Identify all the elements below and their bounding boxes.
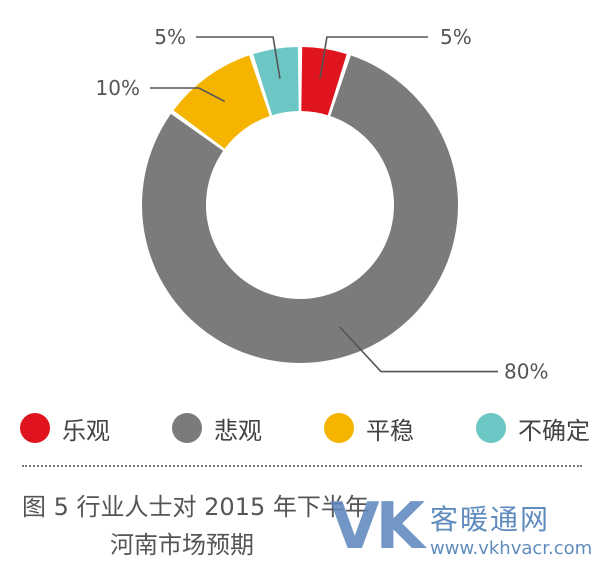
legend-item-optimistic: 乐观 (20, 411, 110, 446)
legend-label-optimistic: 乐观 (62, 416, 110, 445)
data-label-uncertain: 5% (154, 25, 186, 49)
leader-line-stable (150, 87, 226, 103)
slice-uncertain (253, 47, 299, 116)
watermark: VK 客暖通网 www.vkhvacr.com (330, 490, 592, 570)
legend-item-stable: 平稳 (324, 411, 414, 446)
legend-swatch-uncertain (476, 413, 506, 443)
watermark-name: 客暖通网 (430, 503, 551, 536)
data-label-optimistic: 5% (440, 25, 472, 49)
legend-label-pessimistic: 悲观 (214, 416, 262, 445)
slice-pessimistic (141, 55, 459, 364)
legend-swatch-stable (324, 413, 354, 443)
watermark-logo: VK (330, 490, 425, 564)
donut-chart: 5% 80% 10% 5% (96, 25, 549, 384)
legend-item-pessimistic: 悲观 (172, 411, 262, 446)
caption-line-2: 河南市场预期 (110, 531, 254, 559)
legend-label-uncertain: 不确定 (518, 416, 590, 445)
leader-line-pessimistic (338, 326, 498, 373)
data-label-stable: 10% (96, 76, 140, 100)
divider (22, 465, 582, 467)
chart-legend: 乐观 悲观 平稳 不确定 (20, 405, 590, 451)
figure-caption: 图 5 行业人士对 2015 年下半年 河南市场预期 (22, 488, 502, 564)
caption-line-1: 图 5 行业人士对 2015 年下半年 (22, 493, 369, 521)
data-label-pessimistic: 80% (504, 360, 548, 384)
legend-label-stable: 平稳 (366, 416, 414, 445)
legend-swatch-optimistic (20, 413, 50, 443)
legend-item-uncertain: 不确定 (476, 411, 590, 446)
leader-line-uncertain (196, 36, 281, 79)
slice-stable (173, 55, 270, 149)
leader-line-optimistic (319, 36, 428, 79)
watermark-url: www.vkhvacr.com (430, 538, 593, 559)
legend-swatch-pessimistic (172, 413, 202, 443)
slice-optimistic (301, 47, 347, 116)
